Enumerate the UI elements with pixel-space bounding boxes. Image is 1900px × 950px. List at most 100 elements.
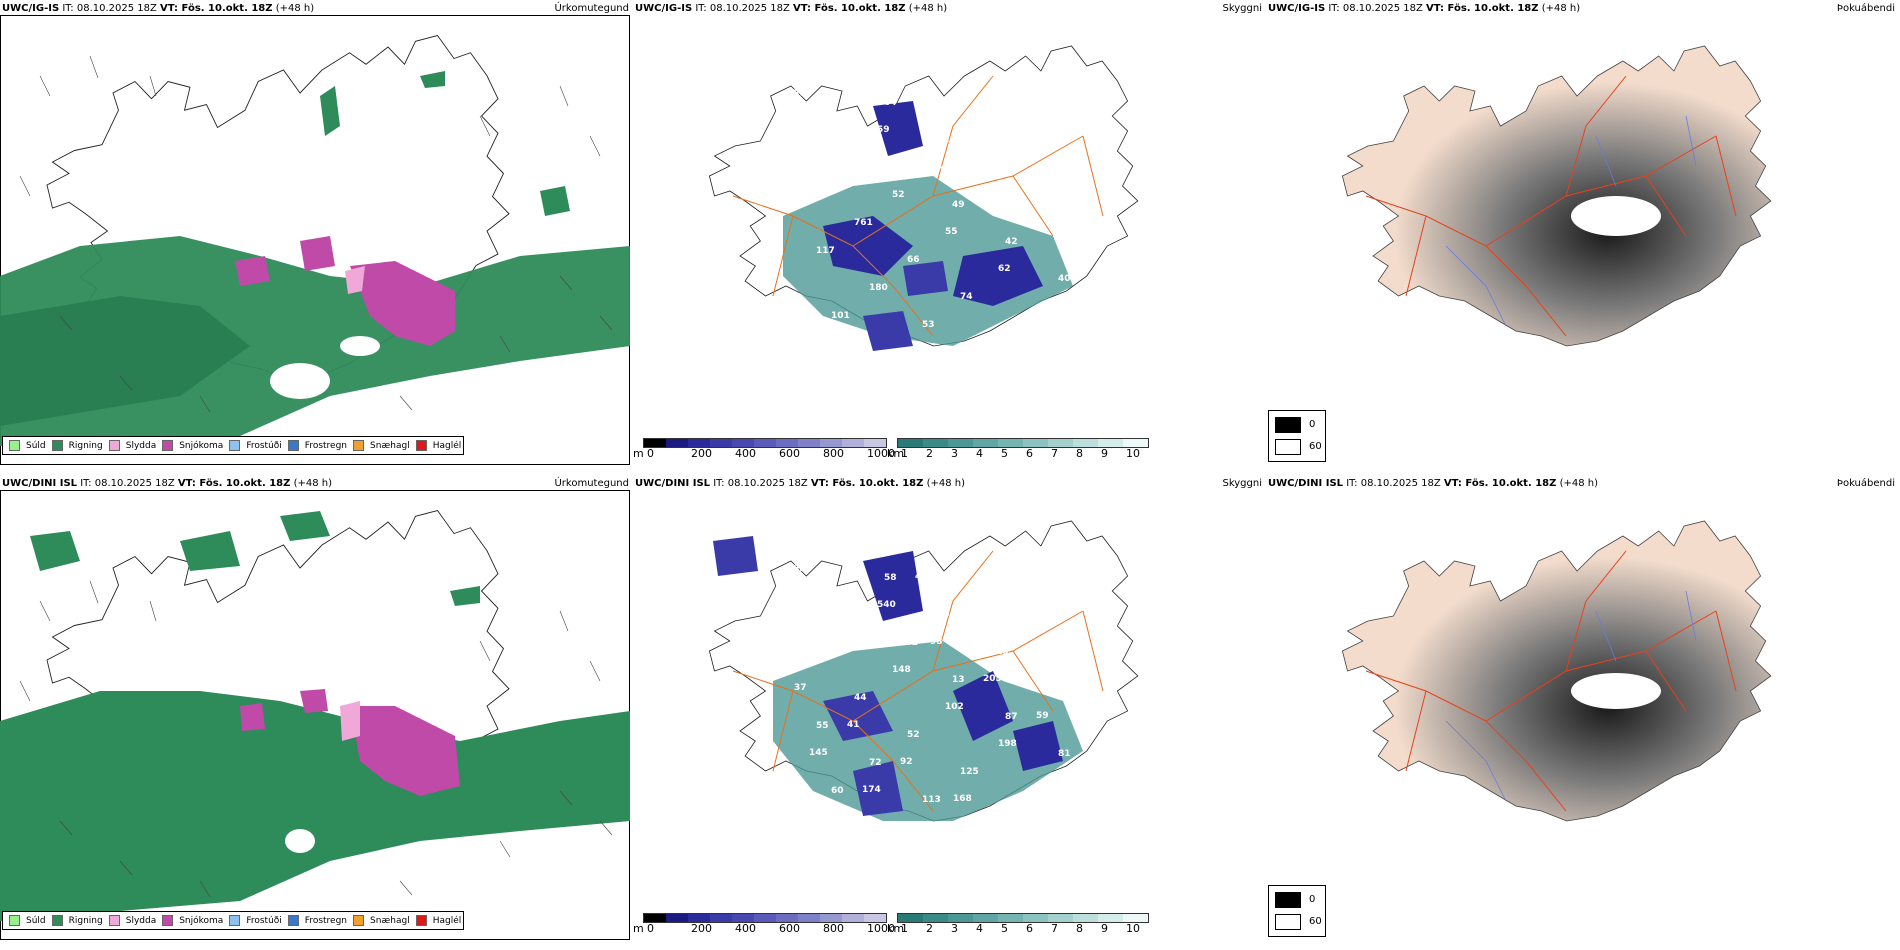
- legend-item-snow-pellets: Snæhagl: [353, 440, 410, 451]
- visibility-map: 95 137 101 13 87 81 60 58 50 119 104 55 72 113 56 69 51 4…: [708, 520, 1139, 823]
- ceiling-label: 63: [930, 162, 943, 172]
- legend-item-snow: Snjókoma: [162, 915, 223, 926]
- panel-fog-dini: UWC/DINI ISL IT: 08.10.2025 18Z VT: Fös.…: [1266, 475, 1899, 950]
- colorbar-segment: [666, 439, 688, 447]
- panel-visibility-igis: UWC/IG-IS IT: 08.10.2025 18Z VT: Fös. 10…: [633, 0, 1266, 475]
- ceiling-label: 44: [854, 693, 867, 703]
- colorbar-segment: [644, 914, 666, 922]
- ceiling-label: 64: [846, 126, 859, 136]
- colorbar-segment: [948, 439, 973, 447]
- precip-map: [0, 509, 630, 921]
- colorbar-segment: [820, 439, 842, 447]
- colorbar-segment: [1123, 914, 1148, 922]
- ceiling-label: 117: [816, 246, 835, 256]
- colorbar-tick-label: 7: [1051, 447, 1058, 460]
- ceiling-label: 180: [869, 283, 888, 293]
- colorbar-tick-label: 3: [951, 447, 958, 460]
- legend-item-drizzle: Súld: [9, 915, 46, 926]
- ceiling-label: 385: [839, 153, 858, 163]
- panel-title: Skyggni: [1222, 478, 1262, 489]
- ceiling-label: 186: [1051, 776, 1070, 786]
- ceiling-label: 94: [899, 163, 912, 173]
- ceiling-label: 91: [975, 107, 988, 117]
- ceiling-label: 221: [801, 181, 820, 191]
- ceiling-label: 72: [869, 758, 882, 768]
- colorbar-tick-label: 6: [1026, 447, 1033, 460]
- ceiling-label: 37: [794, 683, 807, 693]
- panel-title: Skyggni: [1222, 3, 1262, 14]
- legend-item-drizzle: Súld: [9, 440, 46, 451]
- ceiling-label: 137: [846, 601, 865, 611]
- precip-type-legend: Súld Rigning Slydda Snjókoma Frostúði Fr…: [2, 436, 464, 455]
- ceiling-label: 64: [884, 98, 897, 108]
- colorbar-tick-label: 800: [823, 447, 844, 460]
- ceiling-unit: m: [633, 447, 644, 460]
- ceiling-label: 69: [1028, 619, 1041, 629]
- colorbar-tick-label: 600: [779, 922, 800, 935]
- panel-visibility-dini: UWC/DINI ISL IT: 08.10.2025 18Z VT: Fös.…: [633, 475, 1266, 950]
- legend-item-snow-pellets: Snæhagl: [353, 915, 410, 926]
- colorbar-segment: [776, 439, 798, 447]
- visibility-colorbar-swatches: [897, 913, 1149, 923]
- colorbar-tick-label: 8: [1076, 922, 1083, 935]
- colorbar-tick-label: 0: [647, 922, 654, 935]
- ceiling-label: 58: [884, 573, 897, 583]
- visibility-unit: km: [887, 922, 905, 935]
- legend-item-sleet: Slydda: [108, 440, 156, 451]
- colorbar-segment: [1048, 439, 1073, 447]
- map-frame: [0, 15, 630, 465]
- ceiling-label: 101: [831, 311, 850, 321]
- colorbar-segment: [688, 439, 710, 447]
- colorbar-segment: [1048, 914, 1073, 922]
- colorbar-segment: [776, 914, 798, 922]
- colorbar-segment: [710, 439, 732, 447]
- ceiling-label: 198: [998, 739, 1017, 749]
- ceiling-label: 53: [922, 320, 935, 330]
- colorbar-segment: [1073, 439, 1098, 447]
- ceiling-label: 32: [937, 135, 950, 145]
- ceiling-label: 113: [922, 795, 941, 805]
- ceiling-label: 87: [1005, 712, 1018, 722]
- ceiling-label: 540: [877, 600, 896, 610]
- visibility-colorbar: km 1 2 3 4 5 6 7 8 9 10: [887, 913, 1157, 935]
- ceiling-label: 59: [877, 125, 890, 135]
- ceiling-label: 104: [1043, 684, 1062, 694]
- ceiling-label: 49: [952, 200, 965, 210]
- colorbar-segment: [1098, 914, 1123, 922]
- colorbar-tick-label: 9: [1101, 447, 1108, 460]
- ceiling-label: 149: [1013, 329, 1032, 339]
- fog-swatch-60: [1275, 914, 1301, 930]
- legend-item-freezing-drizzle: Frostúði: [229, 440, 282, 451]
- colorbar-segment: [898, 914, 923, 922]
- ceiling-label: 74: [960, 292, 973, 302]
- panel-title: Þokuábendi: [1836, 478, 1895, 489]
- colorbar-segment: [948, 914, 973, 922]
- colorbar-tick-label: 5: [1001, 922, 1008, 935]
- ceiling-label: 98: [930, 637, 943, 647]
- ceiling-label: 55: [945, 227, 958, 237]
- colorbar-segment: [898, 439, 923, 447]
- colorbar-tick-label: 3: [951, 922, 958, 935]
- ceiling-label: 95: [793, 564, 806, 574]
- ceiling-colorbar: m 0 200 400 600 800 1000: [633, 438, 895, 460]
- ceiling-label: 56: [975, 582, 988, 592]
- ceiling-label: 81: [1058, 749, 1071, 759]
- ceiling-label: 51: [801, 656, 814, 666]
- ceiling-label: 37: [1021, 646, 1034, 656]
- colorbar-segment: [1023, 439, 1048, 447]
- colorbar-segment: [973, 914, 998, 922]
- colorbar-segment: [923, 439, 948, 447]
- ceiling-colorbar-swatches: [643, 438, 887, 448]
- ceiling-label: 51: [1028, 144, 1041, 154]
- colorbar-segment: [710, 914, 732, 922]
- colorbar-segment: [998, 914, 1023, 922]
- colorbar-segment: [998, 439, 1023, 447]
- ceiling-label: 148: [892, 665, 911, 675]
- ceiling-label: 40: [1058, 274, 1071, 284]
- ceiling-label: 119: [990, 647, 1009, 657]
- colorbar-segment: [732, 914, 754, 922]
- ceiling-label: 52: [892, 190, 905, 200]
- ceiling-label: 46: [1066, 591, 1079, 601]
- panel-title: Úrkomutegund: [554, 478, 629, 489]
- ceiling-label: 42: [1005, 237, 1018, 247]
